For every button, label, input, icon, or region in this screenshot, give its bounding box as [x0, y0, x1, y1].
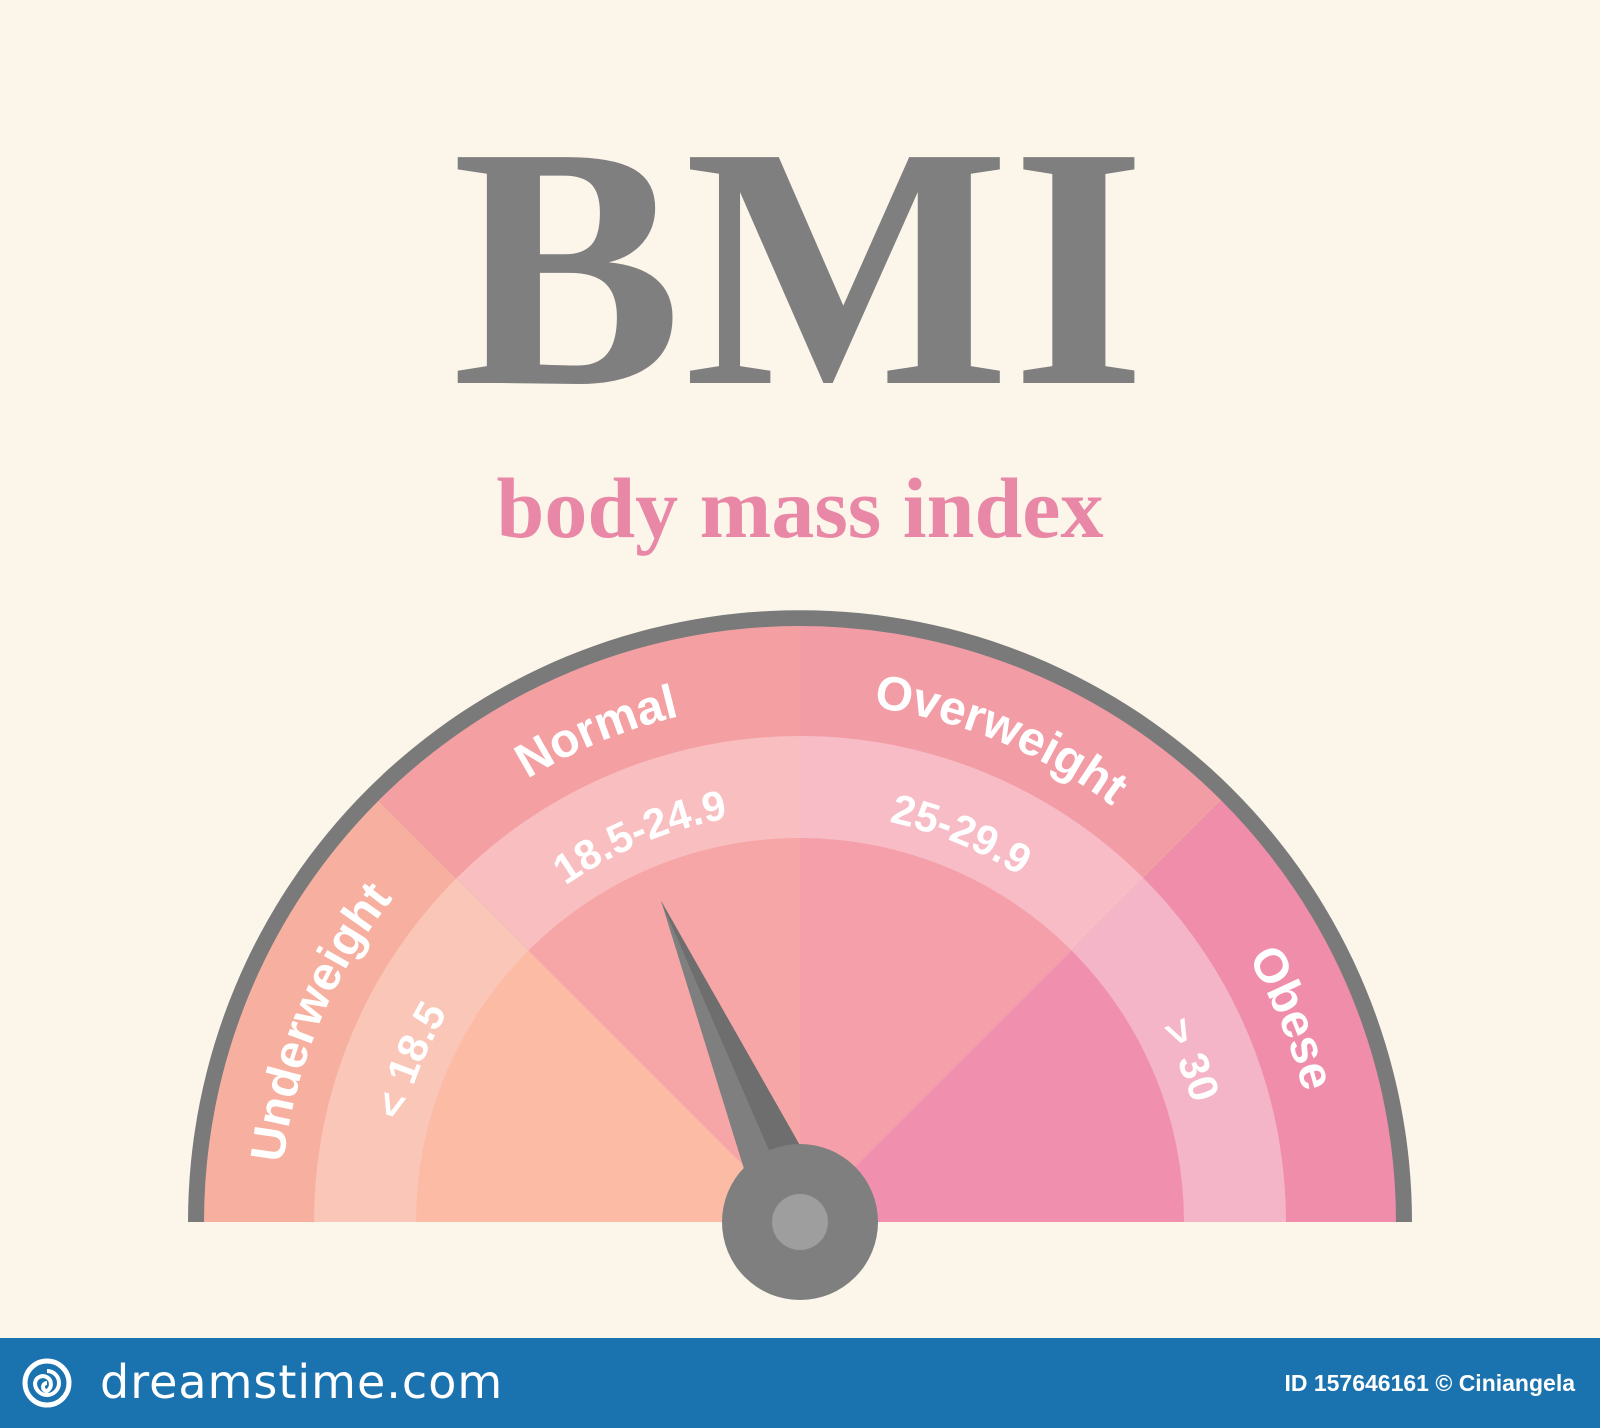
gauge-segment-overweight: [800, 626, 1222, 1222]
gauge-needle: [660, 900, 878, 1300]
gauge-segment-underweight: [204, 800, 800, 1222]
bmi-gauge: Underweight< 18.5Normal18.5-24.9Overweig…: [188, 610, 1412, 1300]
segment-inner-overweight: [800, 838, 1072, 1222]
footer-brand[interactable]: dreamstime.com: [100, 1355, 504, 1409]
gauge-segments: [188, 610, 1412, 1222]
gauge-segment-obese: [800, 800, 1396, 1222]
page-subtitle: body mass index: [496, 460, 1104, 556]
segment-inner-obese: [800, 950, 1184, 1222]
dreamstime-spiral-icon: [22, 1358, 72, 1408]
needle-hub-center: [772, 1194, 828, 1250]
segment-inner-underweight: [416, 950, 800, 1222]
footer-credit: ID 157646161 © Ciniangela: [1284, 1370, 1575, 1396]
page-title: BMI: [452, 76, 1148, 458]
needle-shade: [660, 900, 835, 1222]
footer-bar: dreamstime.com ID 157646161 © Ciniangela: [0, 1338, 1600, 1428]
